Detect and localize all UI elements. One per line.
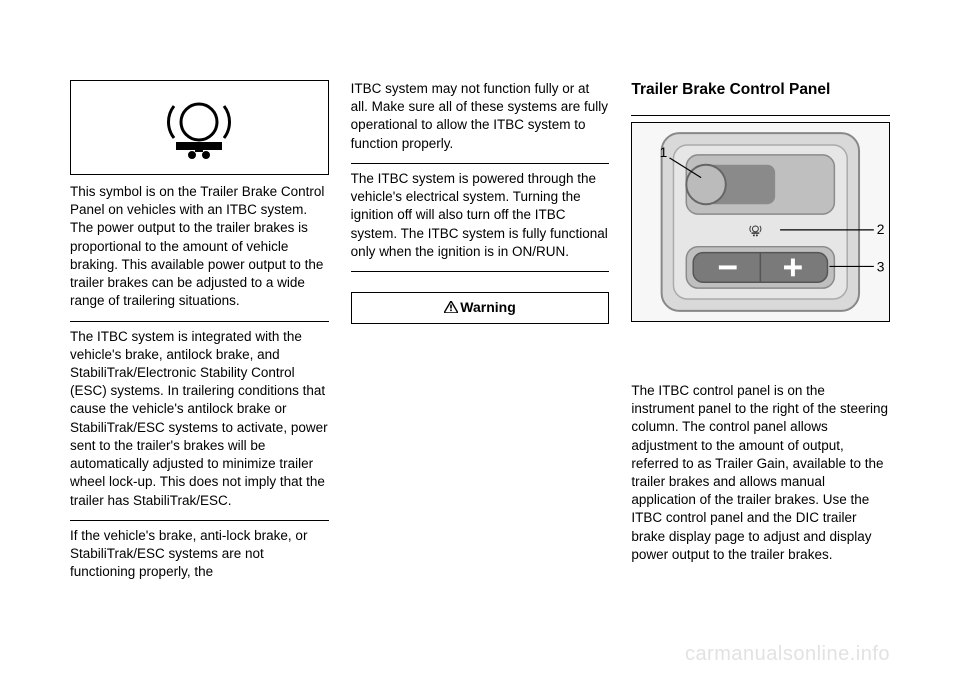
col1-para-2: The ITBC system is integrated with the v… xyxy=(70,328,329,510)
column-2: ITBC system may not function fully or at… xyxy=(351,80,610,585)
page-content: This symbol is on the Trailer Brake Cont… xyxy=(0,0,960,625)
warning-label: Warning xyxy=(460,299,515,315)
divider xyxy=(70,321,329,322)
column-3: Trailer Brake Control Panel xyxy=(631,80,890,585)
col2-para-1: ITBC system may not function fully or at… xyxy=(351,80,610,153)
divider xyxy=(351,271,610,272)
divider xyxy=(631,115,890,116)
col2-para-2: The ITBC system is powered through the v… xyxy=(351,170,610,261)
trailer-brake-symbol-icon xyxy=(154,94,244,162)
divider xyxy=(70,520,329,521)
col3-para-1: The ITBC control panel is on the instrum… xyxy=(631,382,890,564)
control-panel-figure: 1 2 3 xyxy=(631,122,890,322)
watermark: carmanualsonline.info xyxy=(0,641,960,668)
col1-para-3: If the vehicle's brake, anti-lock brake,… xyxy=(70,527,329,582)
callout-3-text: 3 xyxy=(877,258,885,274)
warning-heading: Warning xyxy=(351,292,610,324)
callout-2-text: 2 xyxy=(877,221,885,237)
col1-para-1: This symbol is on the Trailer Brake Cont… xyxy=(70,183,329,311)
callout-1-text: 1 xyxy=(660,144,668,160)
section-title: Trailer Brake Control Panel xyxy=(631,80,890,101)
warning-triangle-icon xyxy=(444,299,458,318)
divider xyxy=(351,163,610,164)
brake-symbol-figure xyxy=(70,80,329,175)
column-1: This symbol is on the Trailer Brake Cont… xyxy=(70,80,329,585)
